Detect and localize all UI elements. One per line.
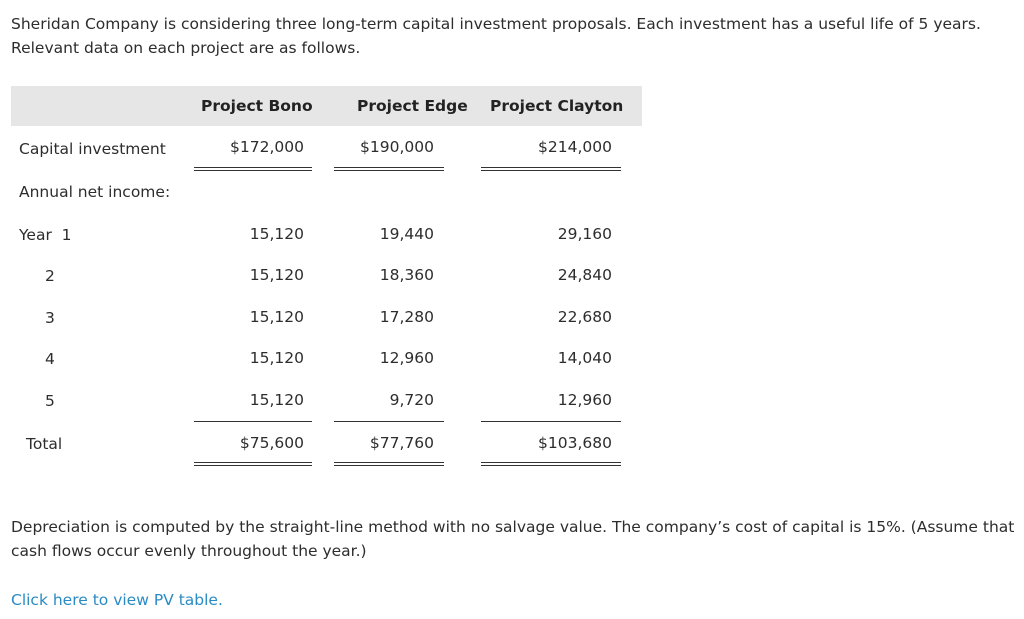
year-5-bono: 15,120 (249, 391, 304, 409)
year-2-edge: 18,360 (379, 266, 434, 284)
capital-underline-clayton-1 (481, 167, 621, 168)
capital-underline-edge-2 (334, 170, 444, 171)
capital-underline-bono-1 (194, 167, 312, 168)
total-underline-clayton-1 (481, 462, 621, 463)
total-bono: $75,600 (239, 434, 304, 452)
capital-clayton: $214,000 (538, 138, 612, 156)
year-5-clayton: 12,960 (557, 391, 612, 409)
capital-bono: $172,000 (230, 138, 304, 156)
total-underline-edge-1 (334, 462, 444, 463)
total-clayton: $103,680 (538, 434, 612, 452)
year-4-edge: 12,960 (379, 349, 434, 367)
year-3-label: 3 (45, 309, 55, 327)
total-underline-clayton-2 (481, 465, 621, 466)
year-2-clayton: 24,840 (557, 266, 612, 284)
total-edge: $77,760 (369, 434, 434, 452)
year-1-edge: 19,440 (379, 225, 434, 243)
pv-table-link[interactable]: Click here to view PV table. (11, 591, 223, 609)
year-2-label: 2 (45, 267, 55, 285)
annual-net-income-label: Annual net income: (19, 183, 171, 201)
year-3-bono: 15,120 (249, 308, 304, 326)
problem-intro: Sheridan Company is considering three lo… (11, 15, 981, 57)
total-underline-edge-2 (334, 465, 444, 466)
year-1-label: Year 1 (19, 226, 72, 244)
capital-underline-clayton-2 (481, 170, 621, 171)
header-project-clayton: Project Clayton (490, 97, 624, 115)
capital-underline-bono-2 (194, 170, 312, 171)
year-5-edge: 9,720 (389, 391, 434, 409)
capital-edge: $190,000 (360, 138, 434, 156)
table-header-band (11, 86, 642, 126)
year-1-clayton: 29,160 (557, 225, 612, 243)
total-underline-bono-1 (194, 462, 312, 463)
subtotal-line-edge (334, 421, 444, 422)
total-underline-bono-2 (194, 465, 312, 466)
capital-underline-edge-1 (334, 167, 444, 168)
subtotal-line-bono (194, 421, 312, 422)
subtotal-line-clayton (481, 421, 621, 422)
year-3-edge: 17,280 (379, 308, 434, 326)
year-4-label: 4 (45, 350, 55, 368)
capital-investment-label: Capital investment (19, 140, 166, 158)
year-3-clayton: 22,680 (557, 308, 612, 326)
header-project-bono: Project Bono (201, 97, 313, 115)
total-label: Total (26, 435, 63, 453)
year-1-bono: 15,120 (249, 225, 304, 243)
depreciation-note: Depreciation is computed by the straight… (11, 518, 1015, 560)
year-4-bono: 15,120 (249, 349, 304, 367)
year-2-bono: 15,120 (249, 266, 304, 284)
year-5-label: 5 (45, 392, 55, 410)
year-4-clayton: 14,040 (557, 349, 612, 367)
header-project-edge: Project Edge (357, 97, 468, 115)
